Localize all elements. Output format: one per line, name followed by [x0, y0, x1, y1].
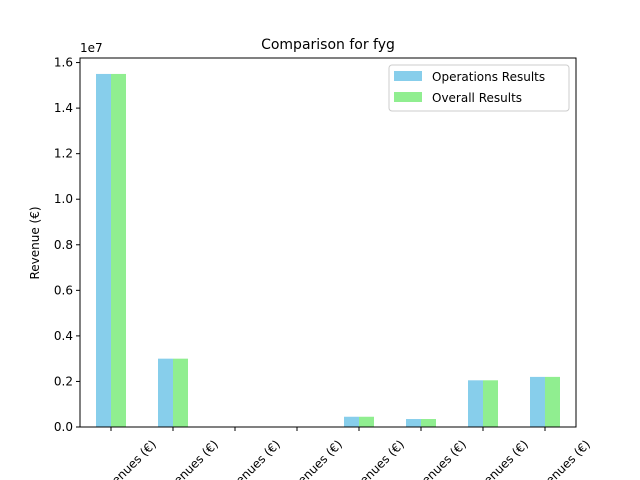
- legend-box: [388, 64, 570, 112]
- bar: [406, 419, 421, 427]
- bar: [173, 358, 188, 427]
- bar: [111, 73, 126, 427]
- bar: [96, 73, 111, 427]
- bar: [530, 376, 545, 427]
- y-tick-label: 0.2: [54, 374, 73, 388]
- y-tick-label: 0.6: [54, 283, 73, 297]
- legend-swatch: [394, 71, 422, 81]
- y-axis-label: Revenue (€): [28, 206, 42, 279]
- y-tick-label: 0.4: [54, 329, 73, 343]
- bar: [468, 380, 483, 427]
- legend-label: Operations Results: [432, 70, 545, 84]
- legend: Operations Results Overall Results: [388, 64, 570, 112]
- bar: [359, 416, 374, 427]
- y-tick-label: 0.0: [54, 420, 73, 434]
- y-tick-label: 1.4: [54, 101, 73, 115]
- bar: [545, 376, 560, 427]
- chart-title: Comparison for fyg: [261, 37, 395, 53]
- legend-label: Overall Results: [432, 91, 522, 105]
- y-tick-label: 0.8: [54, 238, 73, 252]
- bar: [158, 358, 173, 427]
- y-tick-label: 1.0: [54, 192, 73, 206]
- y-axis-offset-label: 1e7: [80, 41, 103, 55]
- legend-swatch: [394, 92, 422, 102]
- bar: [344, 416, 359, 427]
- axes-frame: [79, 57, 577, 428]
- bar: [483, 380, 498, 427]
- bar: [421, 419, 436, 427]
- y-tick-label: 1.6: [54, 56, 73, 70]
- y-tick-label: 1.2: [54, 147, 73, 161]
